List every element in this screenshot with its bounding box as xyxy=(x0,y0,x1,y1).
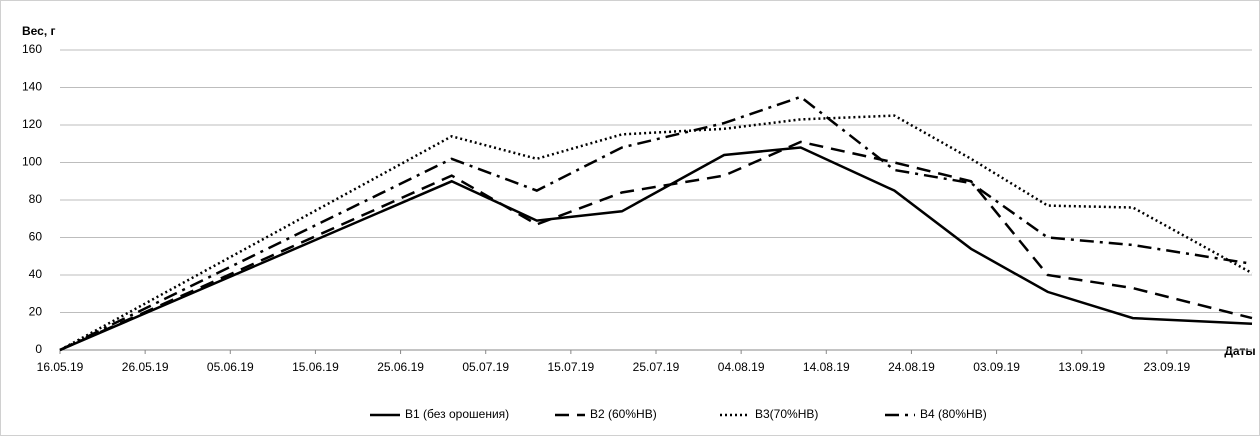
y-tick-label: 120 xyxy=(22,117,42,131)
series-line xyxy=(59,140,1253,352)
x-tick-label: 16.05.19 xyxy=(37,360,84,374)
y-tick-label: 0 xyxy=(35,342,42,356)
y-axis-label: Вес, г xyxy=(22,24,56,38)
x-tick-label: 05.06.19 xyxy=(207,360,254,374)
x-tick-label: 03.09.19 xyxy=(973,360,1020,374)
x-tick-label: 23.09.19 xyxy=(1143,360,1190,374)
y-tick-label: 80 xyxy=(29,192,43,206)
legend-label: В2 (60%НВ) xyxy=(590,407,657,421)
legend-label: В3(70%НВ) xyxy=(755,407,818,421)
y-tick-label: 20 xyxy=(29,305,43,319)
x-tick-label: 05.07.19 xyxy=(462,360,509,374)
x-tick-label: 13.09.19 xyxy=(1058,360,1105,374)
x-tick-label: 15.07.19 xyxy=(547,360,594,374)
x-tick-label: 26.05.19 xyxy=(122,360,169,374)
x-tick-label: 25.06.19 xyxy=(377,360,424,374)
x-tick-label: 24.08.19 xyxy=(888,360,935,374)
x-axis-label: Даты xyxy=(1224,344,1255,358)
series-line xyxy=(59,95,1253,352)
y-tick-label: 160 xyxy=(22,42,42,56)
x-tick-label: 04.08.19 xyxy=(718,360,765,374)
x-tick-label: 15.06.19 xyxy=(292,360,339,374)
y-tick-label: 100 xyxy=(22,155,42,169)
y-tick-label: 140 xyxy=(22,80,42,94)
legend-label: В1 (без орошения) xyxy=(405,407,509,421)
x-tick-label: 25.07.19 xyxy=(633,360,680,374)
x-tick-label: 14.08.19 xyxy=(803,360,850,374)
legend-label: В4 (80%НВ) xyxy=(920,407,987,421)
y-tick-label: 40 xyxy=(29,267,43,281)
y-tick-label: 60 xyxy=(29,230,43,244)
